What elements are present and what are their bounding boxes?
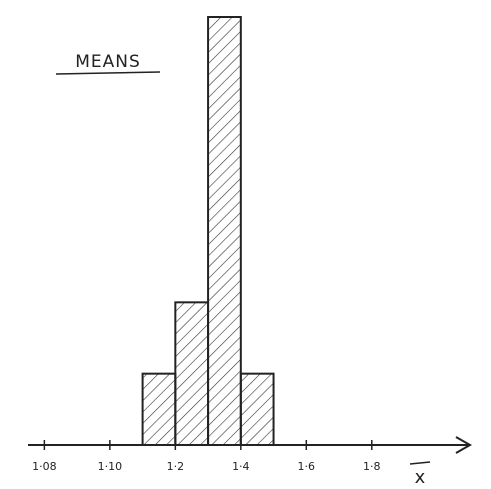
x-tick-label: 1·6	[298, 460, 316, 473]
x-axis-label: x	[415, 467, 426, 488]
title-underline	[56, 72, 160, 74]
bar	[241, 374, 274, 445]
bar	[208, 17, 241, 445]
chart-title: MEANS	[75, 52, 141, 72]
x-tick-label: 1·8	[363, 460, 381, 473]
x-tick-label: 1·10	[98, 460, 123, 473]
x-tick-label: 1·4	[232, 460, 250, 473]
x-tick-label: 1·08	[32, 460, 57, 473]
chart: MEANS x 1·08 1·10 1·2 1·4 1·6 1·8	[0, 0, 491, 489]
bar	[175, 302, 208, 445]
bar	[143, 374, 176, 445]
x-label-bar	[410, 462, 430, 464]
x-tick-label: 1·2	[167, 460, 185, 473]
